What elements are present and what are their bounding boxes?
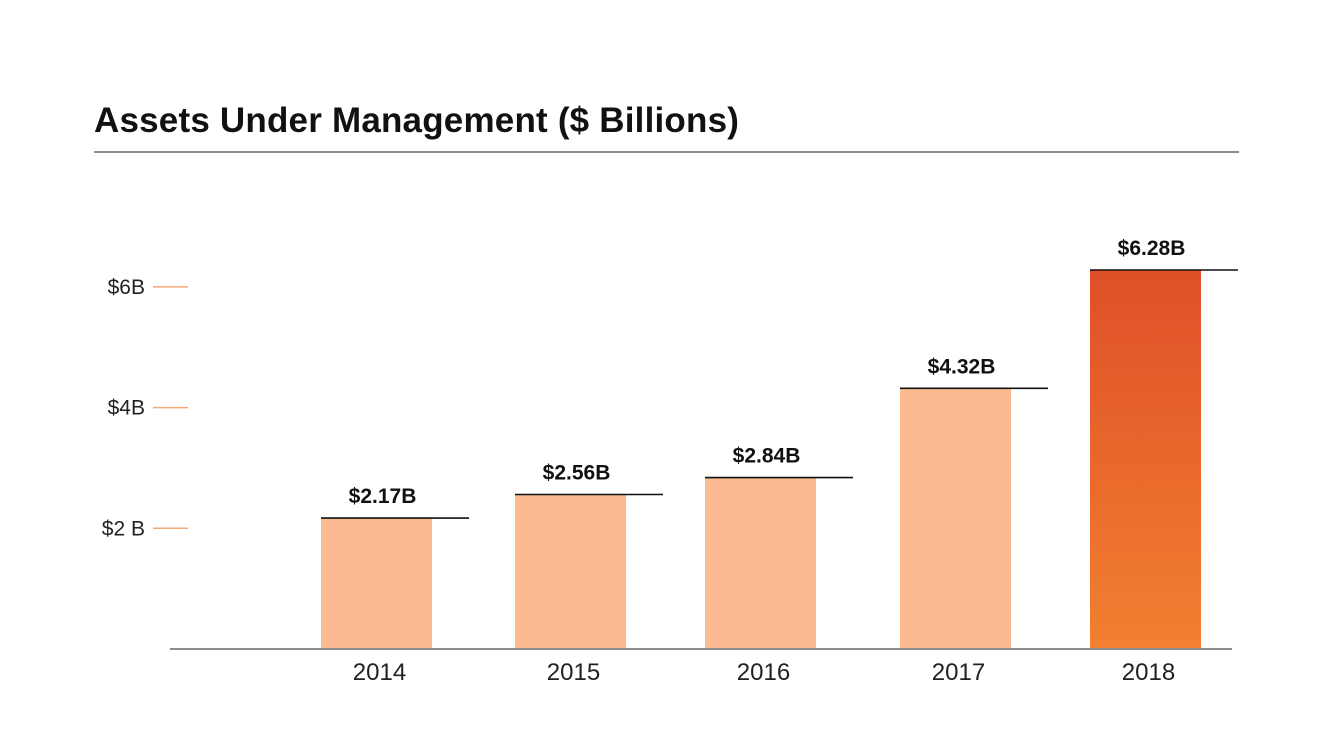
x-tick-label: 2014 xyxy=(353,659,406,686)
x-tick-label: 2017 xyxy=(932,659,985,686)
title-divider xyxy=(94,151,1239,153)
bar-2016 xyxy=(705,477,816,649)
bar-2018 xyxy=(1090,270,1201,649)
x-tick-label: 2016 xyxy=(737,659,790,686)
y-tick-label: $2 B xyxy=(102,517,145,540)
x-tick-label: 2015 xyxy=(547,659,600,686)
value-label: $2.84B xyxy=(733,445,801,468)
y-tick-label: $4B xyxy=(108,397,145,420)
y-tick-label: $6B xyxy=(108,276,145,299)
bar-2014 xyxy=(321,518,432,649)
y-axis: $2 B $4B $6B xyxy=(102,276,188,540)
bars-group: $2.17B $2.56B $2.84B $4.32B $6.28B xyxy=(321,237,1238,649)
value-label: $2.17B xyxy=(349,485,417,508)
x-axis: 2014 2015 2016 2017 2018 xyxy=(353,659,1175,686)
value-label: $4.32B xyxy=(928,355,996,378)
chart-title: Assets Under Management ($ Billions) xyxy=(94,101,740,140)
bar-2015 xyxy=(515,494,626,649)
value-label: $2.56B xyxy=(543,462,611,485)
bar-2017 xyxy=(900,388,1011,649)
value-label: $6.28B xyxy=(1118,237,1186,260)
x-tick-label: 2018 xyxy=(1122,659,1175,686)
